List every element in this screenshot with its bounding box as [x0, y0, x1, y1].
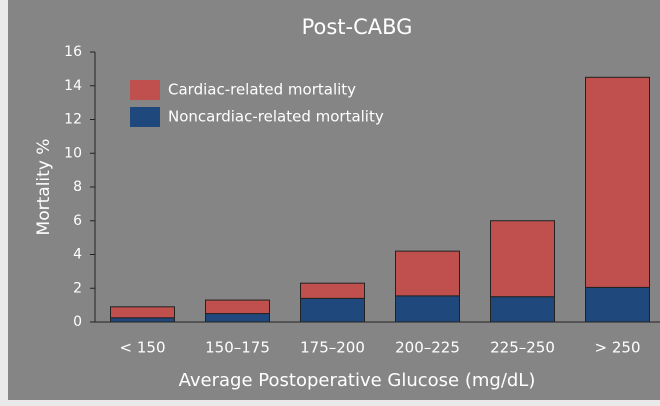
y-tick-label: 8: [73, 179, 82, 195]
x-tick-label: 225–250: [490, 339, 555, 357]
x-axis-label: Average Postoperative Glucose (mg/dL): [179, 370, 536, 391]
y-tick-label: 6: [73, 213, 82, 229]
y-tick-label: 16: [64, 44, 82, 60]
y-tick-label: 10: [64, 145, 82, 161]
y-tick-label: 0: [73, 314, 82, 330]
legend-label: Noncardiac-related mortality: [168, 108, 384, 126]
bar-segment: [585, 286, 650, 323]
bar-segment: [585, 76, 650, 288]
legend-swatch: [130, 80, 160, 100]
y-tick-label: 4: [73, 247, 82, 263]
bar-segment: [300, 297, 365, 323]
x-tick-label: 200–225: [395, 339, 460, 357]
bar-segment: [205, 313, 270, 323]
bar-segment: [490, 296, 555, 323]
bar-segment: [110, 306, 175, 319]
y-axis-label: Mortality %: [34, 139, 54, 236]
x-tick-label: 150–175: [205, 339, 270, 357]
bar-segment: [490, 220, 555, 298]
background: [8, 0, 660, 400]
y-tick-label: 14: [64, 78, 82, 94]
chart-title: Post-CABG: [302, 15, 413, 39]
bar-segment: [395, 250, 460, 297]
x-tick-label: < 150: [120, 339, 166, 357]
y-tick-label: 2: [73, 280, 82, 296]
x-tick-label: > 250: [595, 339, 641, 357]
bar-segment: [205, 299, 270, 315]
bar-segment: [110, 317, 175, 323]
bar-segment: [395, 295, 460, 323]
legend-label: Cardiac-related mortality: [168, 81, 356, 99]
legend-swatch: [130, 107, 160, 127]
x-tick-label: 175–200: [300, 339, 365, 357]
bar-segment: [300, 282, 365, 299]
y-tick-label: 12: [64, 112, 82, 128]
